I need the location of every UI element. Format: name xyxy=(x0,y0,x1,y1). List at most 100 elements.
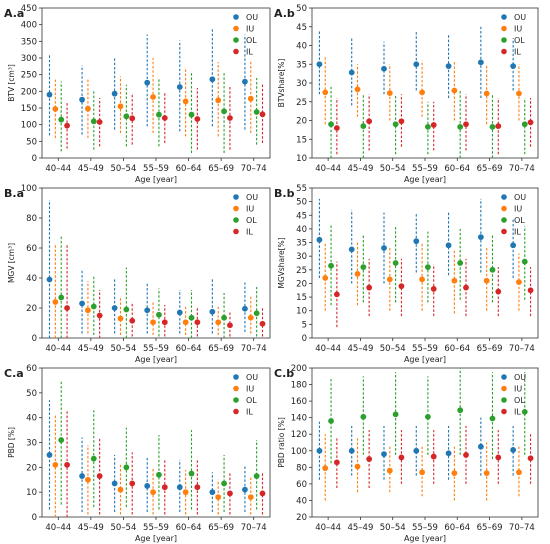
x-tick-label: 65–69 xyxy=(208,344,234,354)
data-point-OU xyxy=(209,76,216,83)
data-point-OU xyxy=(348,447,355,454)
panel-title: A.a xyxy=(4,7,24,20)
legend-marker-OL xyxy=(501,37,507,43)
y-tick-label: 400 xyxy=(21,21,37,31)
data-point-OU xyxy=(316,236,323,243)
data-point-OL xyxy=(360,123,367,130)
legend-label-IL: IL xyxy=(246,408,253,417)
y-axis-label: MGVshare[%] xyxy=(277,237,286,288)
y-axis-label: MGV [cm³] xyxy=(7,243,16,283)
data-point-IU xyxy=(247,494,254,501)
data-point-IL xyxy=(527,119,534,126)
data-point-IU xyxy=(182,98,189,105)
legend-label-IL: IL xyxy=(514,408,521,417)
data-point-OU xyxy=(242,305,248,312)
legend-marker-IL xyxy=(233,228,239,235)
y-tick-label: 120 xyxy=(291,430,307,440)
legend-marker-OU xyxy=(233,194,239,200)
legend-label-OU: OU xyxy=(246,373,258,382)
data-point-OU xyxy=(445,450,452,457)
x-tick-label: 50–54 xyxy=(380,164,406,174)
data-point-IL xyxy=(96,119,103,125)
data-point-IU xyxy=(386,276,393,283)
x-tick-label: 55–59 xyxy=(412,344,438,354)
data-point-IU xyxy=(451,87,458,94)
data-point-OU xyxy=(46,91,53,98)
y-tick-label: 40 xyxy=(296,496,307,506)
data-point-OL xyxy=(392,411,399,418)
data-point-IU xyxy=(215,494,222,501)
data-point-OU xyxy=(413,61,420,68)
data-point-OL xyxy=(425,123,431,130)
data-point-IL xyxy=(194,319,201,326)
data-point-IL xyxy=(259,490,266,497)
x-tick-label: 70–74 xyxy=(241,164,267,174)
data-point-IL xyxy=(527,455,534,462)
legend-label-IU: IU xyxy=(514,385,522,394)
data-point-IL xyxy=(259,320,266,327)
data-point-OU xyxy=(510,63,517,70)
data-point-IL xyxy=(64,461,70,468)
x-tick-label: 45–49 xyxy=(347,344,373,354)
data-point-OL xyxy=(123,113,130,120)
data-point-OL xyxy=(425,264,431,270)
data-point-IU xyxy=(215,319,222,326)
panel-title: B.a xyxy=(4,187,24,200)
y-tick-label: 40 xyxy=(296,42,307,52)
legend-marker-IL xyxy=(501,408,507,415)
y-tick-label: 10 xyxy=(296,154,307,164)
legend-marker-OU xyxy=(501,194,507,200)
plot-frame xyxy=(41,187,271,339)
x-tick-label: 45–49 xyxy=(78,164,104,174)
data-point-OU xyxy=(445,63,452,70)
data-point-IL xyxy=(495,123,502,130)
data-point-OU xyxy=(111,305,118,311)
y-axis-label: BTVshare[%] xyxy=(277,59,286,108)
data-point-OU xyxy=(381,245,387,251)
x-tick-label: 45–49 xyxy=(347,164,373,174)
legend-label-OL: OL xyxy=(246,396,257,405)
data-point-IL xyxy=(64,305,70,311)
x-tick-label: 70–74 xyxy=(241,344,267,354)
data-point-OL xyxy=(392,121,399,128)
legend-label-IU: IU xyxy=(246,25,254,34)
data-point-OU xyxy=(445,242,452,249)
data-point-IL xyxy=(366,456,373,462)
x-tick-label: 60–64 xyxy=(444,344,470,354)
data-point-OL xyxy=(425,413,431,420)
legend-label-IL: IL xyxy=(246,228,253,237)
legend-label-OU: OU xyxy=(246,13,258,22)
legend-marker-IU xyxy=(233,205,239,212)
x-tick-label: 40–44 xyxy=(315,523,341,533)
data-point-OU xyxy=(176,309,183,316)
y-tick-label: 0 xyxy=(32,154,37,164)
legend-marker-OL xyxy=(233,217,239,223)
data-point-OL xyxy=(489,415,496,422)
y-tick-label: 30 xyxy=(26,439,37,449)
data-point-OL xyxy=(90,455,97,462)
data-point-OL xyxy=(328,418,334,424)
y-tick-label: 35 xyxy=(296,60,307,70)
x-tick-label: 40–44 xyxy=(315,344,341,354)
data-point-IL xyxy=(64,122,70,129)
y-tick-label: 10 xyxy=(296,307,307,317)
x-tick-label: 40–44 xyxy=(45,523,71,533)
legend-marker-OL xyxy=(233,37,239,43)
panel-Ab: 10 15 20 25 30 35 40 45 50 40–44 45–49 50–54 55–59 60… xyxy=(274,4,539,184)
data-point-IL xyxy=(366,284,373,291)
x-tick-label: 55–59 xyxy=(143,344,169,354)
data-point-IU xyxy=(386,467,393,474)
data-point-OU xyxy=(209,489,216,496)
panel-Aa: 0 50 100 150 200 250 300 350 400 450 40–44 45–49 50–… xyxy=(4,4,271,184)
data-point-IL xyxy=(161,484,168,491)
data-point-OU xyxy=(176,484,183,491)
data-point-OL xyxy=(253,310,260,317)
data-point-OL xyxy=(328,262,334,269)
x-axis-label: Age [year] xyxy=(404,355,446,364)
x-tick-label: 55–59 xyxy=(412,164,438,174)
data-point-OL xyxy=(58,116,65,123)
legend-label-IL: IL xyxy=(514,48,521,57)
data-point-IL xyxy=(333,459,340,466)
x-tick-label: 45–49 xyxy=(347,523,373,533)
legend-label-OL: OL xyxy=(246,36,257,45)
